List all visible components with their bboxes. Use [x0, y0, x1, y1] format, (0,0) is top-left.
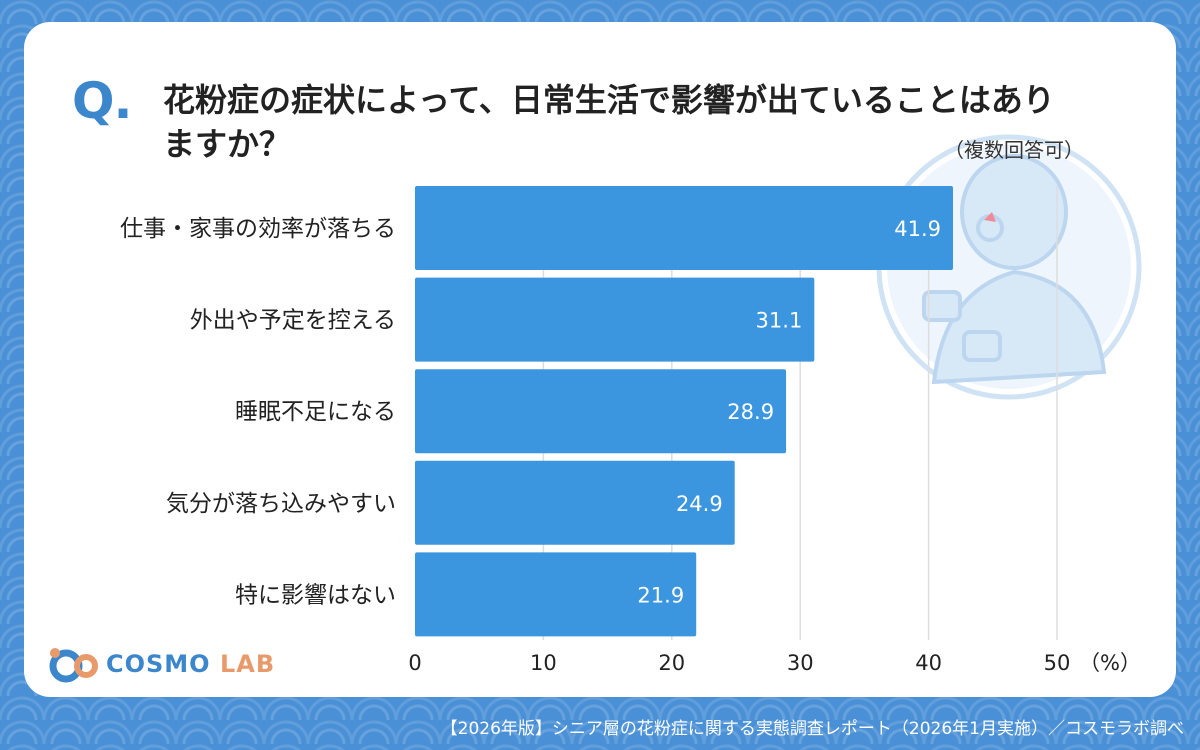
bar-value-label: 31.1: [756, 309, 803, 333]
x-tick-label: 40: [915, 651, 942, 675]
question-line-1: 花粉症の症状によって、日常生活で影響が出ていることはあり: [163, 81, 1055, 119]
category-label: 特に影響はない: [235, 582, 396, 608]
category-label: 仕事・家事の効率が落ちる: [120, 216, 396, 242]
cosmo-lab-logo: COSMO LAB: [46, 644, 275, 684]
bar: [415, 552, 697, 637]
x-tick-label: 50: [1044, 651, 1071, 675]
bar-value-label: 21.9: [637, 583, 684, 607]
multiple-answer-note: （複数回答可）: [944, 138, 1084, 162]
bar-chart: 41.9 31.1 28.9 24.9 21.9 仕事・家事の効率が落ちる外出や予定を控…: [120, 186, 1141, 675]
source-footer: 【2026年版】シニア層の花粉症に関する実態調査レポート（2026年1月実施）／…: [440, 719, 1184, 739]
x-tick-label: 30: [787, 651, 814, 675]
logo-text-main: COSMO: [106, 650, 211, 678]
logo-text-sub: LAB: [219, 650, 276, 678]
category-label: 外出や予定を控える: [190, 308, 396, 334]
question-text: 花粉症の症状によって、日常生活で影響が出ていることはあり ますか？: [163, 78, 1063, 166]
bar-value-label: 41.9: [894, 217, 941, 241]
bar: [415, 277, 815, 362]
x-tick-label: 20: [658, 651, 685, 675]
x-tick-label: 10: [530, 651, 557, 675]
category-labels: 仕事・家事の効率が落ちる外出や予定を控える睡眠不足になる気分が落ち込みやすい特に…: [120, 216, 396, 608]
x-tick-label: 0: [408, 651, 421, 675]
cosmo-logo-icon: [49, 648, 98, 683]
bar: [415, 369, 787, 454]
bars: 41.9 31.1 28.9 24.9 21.9: [415, 186, 953, 637]
question-mark-label: Q.: [72, 72, 133, 130]
chart-card: Q. 花粉症の症状によって、日常生活で影響が出ていることはあり ますか？ （複数…: [24, 22, 1176, 697]
question-line-2: ますか？: [163, 125, 292, 163]
bar-value-label: 28.9: [727, 400, 774, 424]
x-axis-unit: （%）: [1079, 651, 1141, 675]
bar: [415, 460, 735, 545]
category-label: 睡眠不足になる: [235, 399, 396, 425]
x-axis-ticks: 0 10 20 30 40 50 （%）: [408, 651, 1141, 675]
bar: [415, 186, 953, 270]
sneeze-icon: [984, 212, 996, 222]
bar-value-label: 24.9: [676, 492, 723, 516]
category-label: 気分が落ち込みやすい: [166, 491, 396, 517]
